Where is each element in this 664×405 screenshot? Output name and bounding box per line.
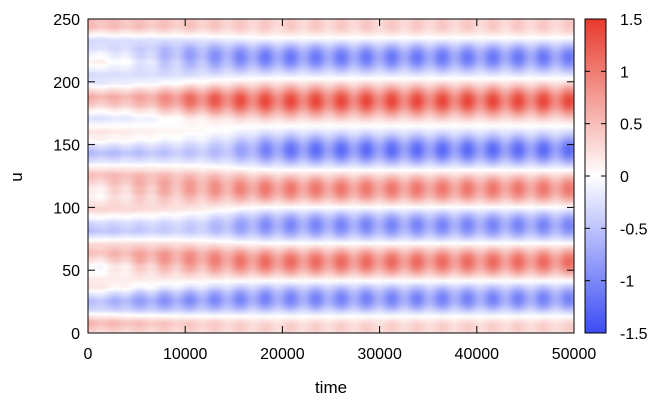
x-tick-label: 50000 xyxy=(552,346,597,363)
colorbar-tick-label: -0.5 xyxy=(620,221,648,238)
colorbar-tick-label: -1 xyxy=(620,274,634,291)
colorbar-tick-label: -1.5 xyxy=(620,326,648,343)
x-tick-label: 30000 xyxy=(357,346,402,363)
x-axis-ticks: 0 10000 20000 30000 40000 50000 xyxy=(84,19,597,363)
colorbar-tick-label: 1.5 xyxy=(620,12,642,29)
x-tick-label: 40000 xyxy=(455,346,500,363)
colorbar-tick-label: 1 xyxy=(620,64,629,81)
y-axis-label: u xyxy=(7,172,26,181)
y-tick-label: 100 xyxy=(53,200,80,217)
x-axis-label: time xyxy=(315,378,347,397)
colorbar-tick-label: 0.5 xyxy=(620,117,642,134)
colorbar-ticks: -1.5 -1 -0.5 0 0.5 1 1.5 xyxy=(585,12,648,343)
colorbar-tick-label: 0 xyxy=(620,169,629,186)
y-tick-label: 150 xyxy=(53,138,80,155)
y-tick-label: 200 xyxy=(53,75,80,92)
y-axis-ticks: 0 50 100 150 200 250 xyxy=(53,12,574,343)
y-tick-label: 50 xyxy=(62,263,80,280)
x-tick-label: 10000 xyxy=(163,346,208,363)
heatmap-plot-area xyxy=(88,19,574,333)
y-tick-label: 250 xyxy=(53,12,80,29)
x-tick-label: 20000 xyxy=(260,346,305,363)
y-tick-label: 0 xyxy=(71,326,80,343)
plot-frame xyxy=(87,18,575,334)
x-tick-label: 0 xyxy=(84,346,93,363)
